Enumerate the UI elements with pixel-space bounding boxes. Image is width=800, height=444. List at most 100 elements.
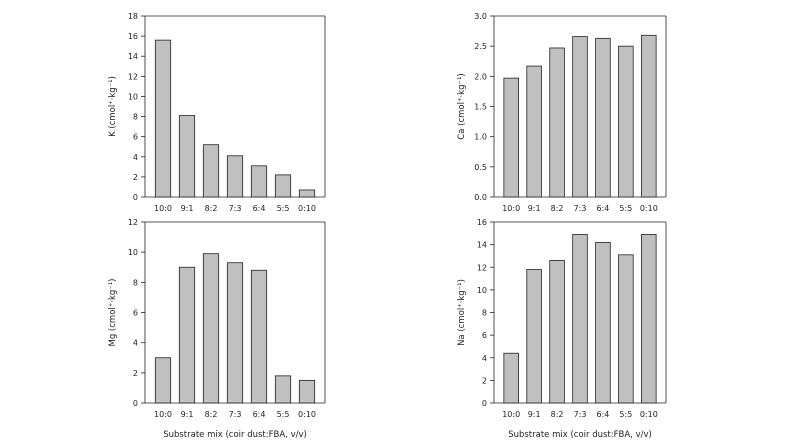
- y-tick-label: 6: [133, 133, 138, 142]
- y-axis-title: Na (cmol⁺·kg⁻¹): [457, 279, 467, 346]
- y-tick-label: 0.5: [474, 163, 487, 172]
- bar-mg-6-4: [250, 269, 268, 404]
- bar-ca-6-4: [595, 37, 611, 198]
- bar-na-8-2: [549, 260, 565, 404]
- x-tick-label: 7:3: [229, 410, 242, 419]
- bar-k-8-2: [202, 144, 220, 198]
- x-tick-label: 5:5: [619, 410, 632, 419]
- bar-na-6-4: [595, 241, 611, 404]
- x-tick-label: 8:2: [205, 204, 218, 213]
- x-tick-label: 5:5: [619, 204, 632, 213]
- y-tick-label: 1.0: [474, 133, 487, 142]
- y-axis-title: K (cmol⁺·kg⁻¹): [108, 76, 118, 137]
- y-tick-label: 14: [128, 52, 138, 61]
- x-tick-label: 8:2: [551, 410, 564, 419]
- x-tick-label: 7:3: [574, 204, 587, 213]
- bar-mg-0-10: [298, 379, 316, 404]
- y-tick-label: 2.5: [474, 42, 487, 51]
- bar-k-6-4: [250, 165, 268, 198]
- x-axis-title: Substrate mix (coir dust:FBA, v/v): [163, 430, 307, 440]
- y-tick-label: 12: [128, 72, 138, 81]
- y-tick-label: 8: [133, 278, 138, 287]
- x-tick-label: 6:4: [596, 204, 609, 213]
- bar-mg-7-3: [226, 262, 244, 404]
- bar-k-0-10: [298, 189, 316, 198]
- x-tick-label: 0:10: [298, 410, 316, 419]
- bar-ca-9-1: [526, 65, 542, 198]
- panel-na: 0 2 4 6 8 10 12 14 16 10:0 9:1 8:2 7:3 6:4 5:5 0:10 Na (…: [457, 218, 667, 440]
- y-tick-label: 6: [482, 331, 487, 340]
- y-tick-label: 18: [128, 12, 138, 21]
- y-tick-label: 0: [133, 193, 138, 202]
- bar-ca-7-3: [572, 36, 588, 198]
- bar-mg-5-5: [274, 375, 292, 404]
- x-tick-label: 6:4: [596, 410, 609, 419]
- y-tick-label: 10: [128, 92, 138, 101]
- y-tick-label: 16: [477, 218, 487, 227]
- bar-na-0-10: [641, 234, 657, 404]
- y-axis-title: Mg (cmol⁺·kg⁻¹): [108, 279, 118, 347]
- bar-na-9-1: [526, 269, 542, 404]
- panel-ca: 0.0 0.5 1.0 1.5 2.0 2.5 3.0 10:0 9:1 8:2 7:3 6:4 5:5…: [457, 12, 667, 213]
- x-axis-title: Substrate mix (coir dust:FBA, v/v): [508, 430, 652, 440]
- panel-mg: 0 2 4 6 8 10 12 10:0 9:1 8:2 7:3 6:4 5:5 0:10 Mg (cmol…: [108, 218, 326, 440]
- x-tick-label: 8:2: [551, 204, 564, 213]
- bar-k-5-5: [274, 174, 292, 198]
- panel-k: 0 2 4 6 8 10 12 14 16 18 10:0 9:1 8:2 7:3 6:4 5:5 0:10 K …: [108, 12, 326, 213]
- y-tick-label: 14: [477, 241, 487, 250]
- y-tick-label: 0: [482, 399, 487, 408]
- bar-k-9-1: [178, 115, 196, 198]
- bar-na-10-0: [503, 352, 519, 404]
- x-tick-label: 9:1: [181, 204, 194, 213]
- x-tick-label: 0:10: [640, 204, 658, 213]
- y-tick-label: 12: [128, 218, 138, 227]
- x-tick-label: 5:5: [277, 410, 290, 419]
- y-tick-label: 2: [133, 369, 138, 378]
- y-tick-label: 8: [482, 309, 487, 318]
- y-tick-label: 10: [128, 248, 138, 257]
- y-tick-label: 2: [133, 173, 138, 182]
- x-tick-label: 10:0: [502, 410, 520, 419]
- y-tick-label: 2: [482, 376, 487, 385]
- x-tick-label: 10:0: [154, 410, 172, 419]
- x-tick-label: 8:2: [205, 410, 218, 419]
- x-tick-label: 9:1: [528, 204, 541, 213]
- y-tick-label: 12: [477, 263, 487, 272]
- x-tick-label: 10:0: [502, 204, 520, 213]
- x-tick-label: 6:4: [253, 410, 266, 419]
- x-tick-label: 0:10: [298, 204, 316, 213]
- x-tick-label: 7:3: [574, 410, 587, 419]
- y-tick-label: 4: [133, 339, 138, 348]
- y-tick-label: 6: [133, 309, 138, 318]
- x-tick-label: 9:1: [528, 410, 541, 419]
- x-tick-label: 0:10: [640, 410, 658, 419]
- bar-mg-10-0: [154, 357, 172, 404]
- y-axis-title: Ca (cmol⁺·kg⁻¹): [457, 73, 467, 139]
- x-tick-label: 6:4: [253, 204, 266, 213]
- bar-ca-8-2: [549, 47, 565, 198]
- y-tick-label: 10: [477, 286, 487, 295]
- bar-k-10-0: [154, 39, 172, 198]
- y-tick-label: 16: [128, 32, 138, 41]
- x-tick-label: 10:0: [154, 204, 172, 213]
- x-tick-label: 9:1: [181, 410, 194, 419]
- y-tick-label: 1.5: [474, 103, 487, 112]
- y-tick-label: 0: [133, 399, 138, 408]
- y-tick-label: 8: [133, 113, 138, 122]
- bar-k-7-3: [226, 155, 244, 198]
- bar-ca-5-5: [618, 45, 634, 198]
- y-tick-label: 2.0: [474, 72, 487, 81]
- bar-ca-0-10: [641, 34, 657, 198]
- y-tick-label: 3.0: [474, 12, 487, 21]
- x-tick-label: 7:3: [229, 204, 242, 213]
- bar-mg-8-2: [202, 253, 220, 404]
- y-tick-label: 4: [482, 354, 487, 363]
- x-tick-label: 5:5: [277, 204, 290, 213]
- bar-na-5-5: [618, 254, 634, 404]
- bar-mg-9-1: [178, 266, 196, 404]
- y-tick-label: 0.0: [474, 193, 487, 202]
- bar-ca-10-0: [503, 77, 519, 198]
- y-tick-label: 4: [133, 153, 138, 162]
- bar-na-7-3: [572, 234, 588, 404]
